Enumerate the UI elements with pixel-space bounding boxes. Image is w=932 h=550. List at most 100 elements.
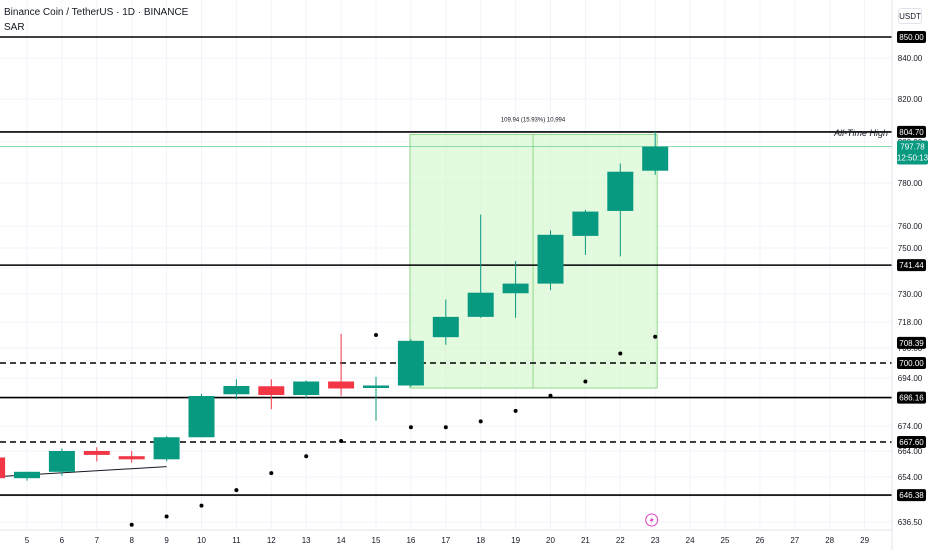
x-tick-label: 28	[825, 536, 834, 545]
y-tick-label: 750.00	[898, 244, 923, 253]
candle-body	[607, 171, 634, 211]
indicator-label[interactable]: SAR	[4, 22, 25, 33]
level-annotation: All-Time High	[833, 128, 888, 138]
x-tick-label: 20	[546, 536, 555, 545]
sar-dot	[199, 503, 204, 508]
candle-body	[432, 316, 459, 338]
candle-body	[397, 340, 424, 386]
candle-body	[0, 457, 6, 479]
candle-body	[642, 146, 669, 171]
y-tick-label: 636.50	[898, 518, 923, 527]
x-tick-label: 16	[406, 536, 415, 545]
level-price-badge	[897, 436, 926, 448]
x-tick-label: 26	[755, 536, 764, 545]
level-price-text: 686.16	[899, 394, 924, 403]
countdown-text: 12:50:13	[897, 154, 929, 163]
candle-body	[188, 396, 215, 438]
candle-body	[467, 292, 494, 317]
x-tick-label: 14	[337, 536, 346, 545]
x-tick-label: 27	[790, 536, 799, 545]
x-tick-label: 29	[860, 536, 869, 545]
candle-body	[258, 386, 285, 395]
level-price-text: 646.38	[899, 491, 924, 500]
x-tick-label: 9	[164, 536, 169, 545]
x-tick-label: 17	[441, 536, 450, 545]
y-tick-label: 760.00	[898, 222, 923, 231]
y-tick-label: 664.00	[898, 447, 923, 456]
symbol-title: Binance Coin / TetherUS · 1D · BINANCE	[4, 7, 189, 18]
y-tick-label: 694.00	[898, 374, 923, 383]
sar-dot	[304, 454, 309, 459]
x-tick-label: 15	[372, 536, 381, 545]
sar-dot	[269, 471, 274, 476]
sar-dot	[339, 439, 344, 443]
level-price-badge	[897, 336, 926, 349]
level-price-text: 741.44	[899, 261, 924, 270]
x-tick-label: 12	[267, 536, 276, 545]
sar-dot	[583, 379, 588, 384]
y-tick-label: 654.00	[898, 473, 923, 482]
x-tick-label: 23	[651, 536, 660, 545]
y-tick-label: 674.00	[898, 422, 923, 431]
candle-body	[83, 451, 110, 455]
measure-zone-label: 109.94 (15.93%) 10,994	[501, 117, 566, 123]
x-tick-label: 18	[476, 536, 485, 545]
x-tick-label: 11	[232, 536, 241, 545]
price-axis[interactable]: 636.50646.00654.00664.00674.00686.00694.…	[891, 0, 929, 550]
level-price-text: 667.60	[899, 438, 924, 447]
lightning-icon	[649, 516, 654, 524]
x-tick-label: 10	[197, 536, 206, 545]
candle-body	[48, 451, 75, 472]
sar-dot	[374, 333, 378, 337]
sar-dot	[513, 408, 518, 413]
level-price-text: 850.00	[899, 33, 924, 42]
x-tick-label: 7	[95, 536, 100, 545]
sar-dot	[234, 488, 239, 493]
y-tick-label: 780.00	[898, 179, 923, 188]
x-tick-label: 6	[60, 536, 65, 545]
y-tick-label: 840.00	[898, 54, 923, 63]
sar-dot	[408, 425, 413, 430]
candle-body	[14, 471, 40, 479]
x-tick-label: 24	[686, 536, 695, 545]
level-price-badge	[897, 391, 926, 404]
candle-body	[502, 283, 529, 294]
y-tick-label: 718.00	[898, 318, 923, 327]
sar-dot	[618, 351, 623, 356]
sar-series	[129, 333, 658, 527]
level-price-badge	[897, 31, 926, 43]
x-tick-label: 8	[129, 536, 134, 545]
event-icon	[645, 513, 659, 527]
candle-body	[223, 386, 250, 395]
time-axis[interactable]: 5 6 7 8 9 10 11 12 13 14 15 16 17 18 19 20 21 22 23 24 25 26 2…	[0, 513, 892, 545]
x-tick-label: 13	[302, 536, 311, 545]
level-price-text: 700.00	[899, 359, 924, 368]
level-price-badge	[897, 489, 926, 502]
sar-dot	[478, 419, 483, 424]
candle-body	[118, 456, 145, 460]
sar-dot	[164, 514, 169, 519]
candle-body	[363, 385, 389, 388]
y-tick-label: 820.00	[898, 95, 923, 104]
level-price-badge	[897, 125, 926, 138]
candle-body	[293, 381, 320, 395]
candle-body	[328, 381, 355, 389]
x-tick-label: 21	[581, 536, 590, 545]
x-tick-label: 5	[25, 536, 30, 545]
current-price-badge	[897, 140, 928, 165]
level-price-badge	[897, 357, 926, 369]
candle-body	[572, 211, 599, 236]
level-price-text: 708.39	[899, 339, 924, 348]
sar-dot	[653, 334, 658, 339]
x-tick-label: 19	[511, 536, 520, 545]
x-tick-label: 22	[616, 536, 625, 545]
horizontal-levels: All-Time High	[0, 36, 892, 496]
y-tick-label: 730.00	[898, 290, 923, 299]
sar-dot	[129, 522, 134, 527]
currency-button[interactable]: USDT	[898, 8, 922, 24]
candle-body	[537, 234, 564, 284]
candle-body	[153, 437, 180, 460]
level-price-badge	[897, 259, 926, 272]
sar-dot	[548, 393, 553, 398]
